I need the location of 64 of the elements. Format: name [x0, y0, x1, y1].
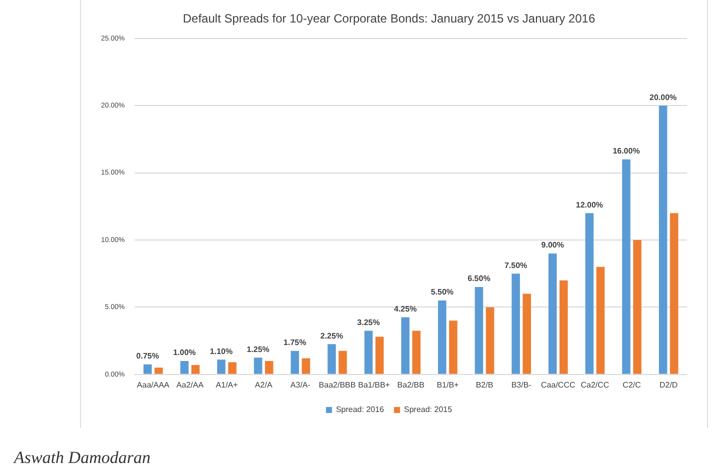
bar: [670, 213, 678, 374]
data-label: 2.25%: [320, 331, 344, 340]
data-label: 0.75%: [136, 352, 159, 361]
bar: [217, 360, 226, 374]
data-label: 3.25%: [357, 318, 380, 327]
data-label: 1.75%: [284, 338, 306, 348]
bar: [328, 344, 336, 374]
data-label: 1.00%: [173, 348, 196, 358]
legend-label: Spread: 2016: [336, 405, 385, 414]
bar: [560, 280, 568, 374]
x-tick-label: B2/B: [476, 380, 494, 390]
data-label: 9.00%: [541, 240, 564, 250]
bar: [633, 240, 642, 374]
data-label: 7.50%: [504, 260, 528, 270]
bar: [375, 336, 384, 374]
bar: [438, 300, 446, 374]
x-tick-label: Baa2/BBB: [318, 380, 356, 390]
bar: [401, 317, 410, 374]
x-tick-label: B3/B-: [511, 380, 532, 390]
bar: [364, 330, 373, 374]
data-label: 1.25%: [246, 344, 270, 354]
bar: [474, 287, 484, 374]
bar: [412, 330, 421, 374]
x-tick-label: C2/C: [622, 380, 642, 390]
bar: [658, 106, 668, 374]
data-label: 5.50%: [430, 288, 454, 297]
bar: [264, 360, 274, 374]
chart-title: Default Spreads for 10-year Corporate Bonds: January 2015 vs January 2016: [182, 12, 596, 26]
bar: [449, 320, 458, 374]
bar: [512, 274, 520, 374]
bar: [191, 364, 200, 374]
x-tick-label: A2/A: [254, 380, 273, 390]
data-label: 1.10%: [210, 346, 233, 356]
bar: [486, 307, 494, 374]
bar: [143, 364, 152, 374]
x-tick-label: Caa/CCC: [541, 380, 576, 390]
x-tick-label: A3/A-: [290, 380, 311, 390]
text: Aswath Damodaran: [14, 448, 150, 468]
bar: [585, 213, 594, 374]
x-tick-label: Ca2/CC: [580, 380, 610, 390]
legend-label: Spread: 2015: [404, 405, 453, 414]
bar: [338, 350, 347, 374]
bar: [180, 360, 189, 374]
data-label: 6.50%: [468, 274, 490, 284]
bar: [154, 368, 163, 374]
data-label: 16.00%: [612, 146, 640, 156]
bar: [228, 362, 236, 374]
x-tick-label: Ba2/BB: [397, 380, 424, 390]
x-tick-label: Aaa/AAA: [136, 380, 170, 390]
bar: [290, 350, 300, 374]
x-tick-label: Ba1/BB+: [358, 380, 390, 390]
bar: [522, 294, 531, 374]
data-label: 4.25%: [394, 304, 417, 314]
data-label: 20.00%: [650, 92, 677, 102]
x-tick-label: D2/D: [659, 380, 678, 390]
bar: [622, 159, 630, 374]
x-tick-label: Aa2/AA: [176, 380, 204, 390]
x-tick-label: A1/A+: [216, 380, 238, 390]
bar: [548, 253, 557, 374]
bar: [254, 358, 262, 374]
bar: [596, 266, 605, 374]
x-tick-label: B1/B+: [436, 380, 460, 390]
bar: [302, 358, 310, 374]
data-label: 12.00%: [576, 200, 604, 210]
